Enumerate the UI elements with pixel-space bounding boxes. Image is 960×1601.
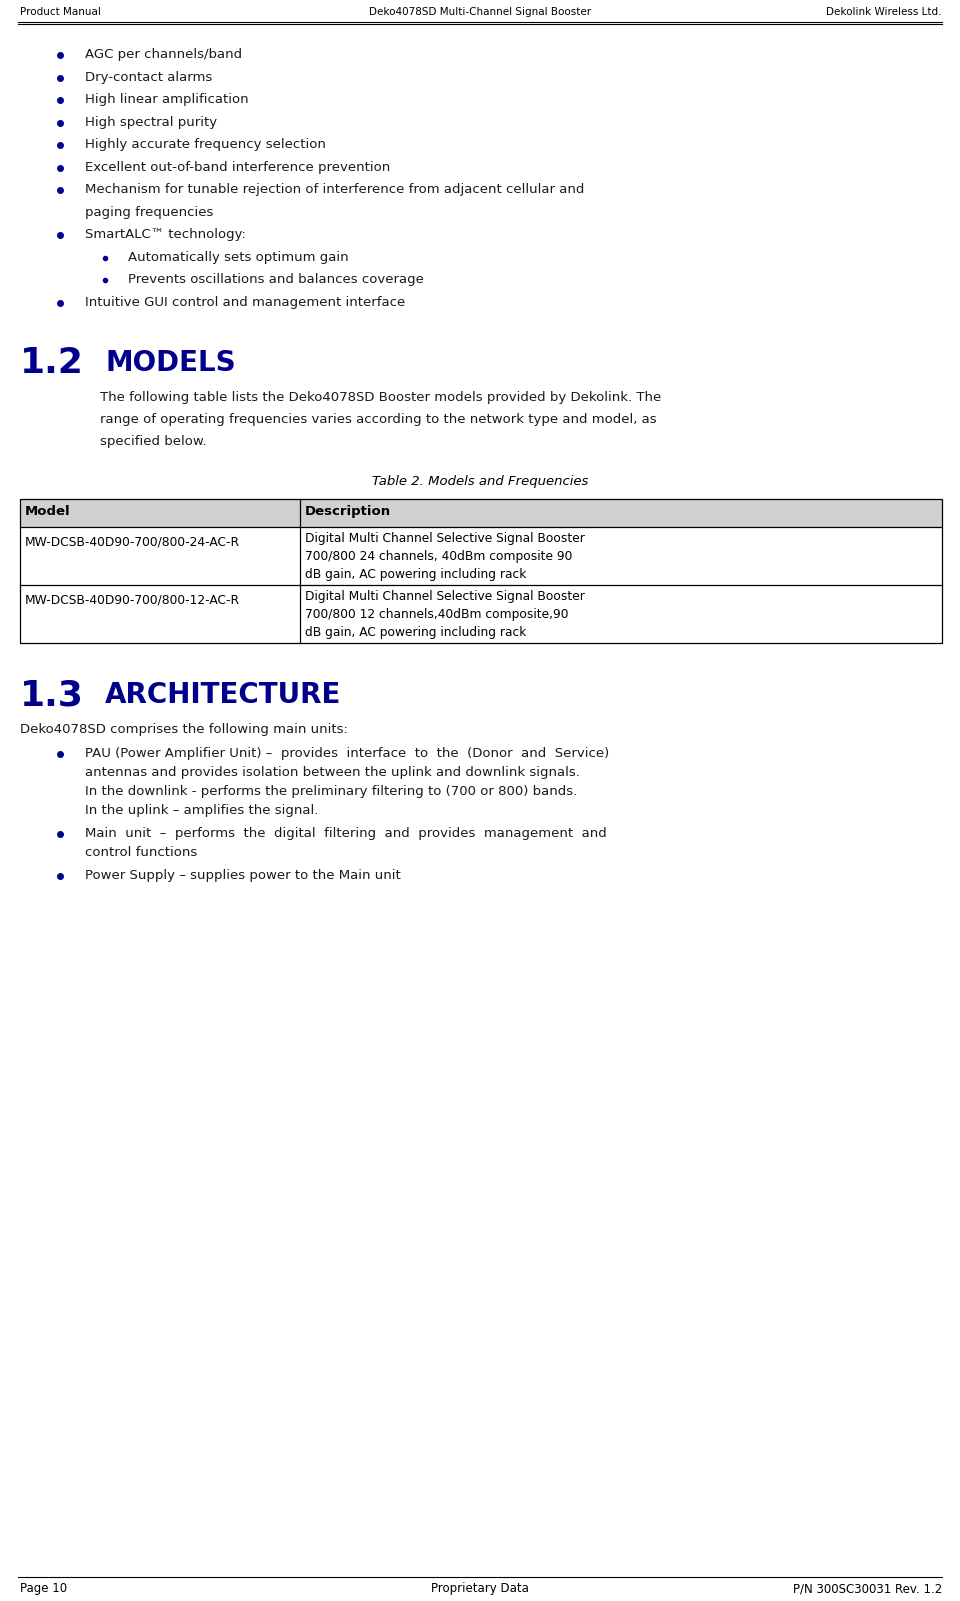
Text: Deko4078SD Multi-Channel Signal Booster: Deko4078SD Multi-Channel Signal Booster: [369, 6, 591, 18]
Text: ARCHITECTURE: ARCHITECTURE: [105, 680, 342, 709]
Text: Prevents oscillations and balances coverage: Prevents oscillations and balances cover…: [128, 274, 424, 287]
Text: The following table lists the Deko4078SD Booster models provided by Dekolink. Th: The following table lists the Deko4078SD…: [100, 391, 661, 403]
Text: antennas and provides isolation between the uplink and downlink signals.: antennas and provides isolation between …: [85, 765, 580, 780]
Text: MODELS: MODELS: [105, 349, 235, 376]
Text: MW-DCSB-40D90-700/800-24-AC-R: MW-DCSB-40D90-700/800-24-AC-R: [25, 535, 240, 548]
Text: Proprietary Data: Proprietary Data: [431, 1582, 529, 1595]
Text: Automatically sets optimum gain: Automatically sets optimum gain: [128, 250, 348, 264]
Text: Power Supply – supplies power to the Main unit: Power Supply – supplies power to the Mai…: [85, 869, 400, 882]
Text: Digital Multi Channel Selective Signal Booster: Digital Multi Channel Selective Signal B…: [305, 591, 585, 604]
Bar: [20, 500, 942, 527]
Text: dB gain, AC powering including rack: dB gain, AC powering including rack: [305, 626, 526, 639]
Text: Product Manual: Product Manual: [20, 6, 101, 18]
Text: control functions: control functions: [85, 845, 197, 860]
Text: Dekolink Wireless Ltd.: Dekolink Wireless Ltd.: [827, 6, 942, 18]
Text: Table 2. Models and Frequencies: Table 2. Models and Frequencies: [372, 475, 588, 488]
Text: Excellent out-of-band interference prevention: Excellent out-of-band interference preve…: [85, 160, 391, 173]
Text: MW-DCSB-40D90-700/800-12-AC-R: MW-DCSB-40D90-700/800-12-AC-R: [25, 592, 240, 607]
Text: P/N 300SC30031 Rev. 1.2: P/N 300SC30031 Rev. 1.2: [793, 1582, 942, 1595]
Text: dB gain, AC powering including rack: dB gain, AC powering including rack: [305, 568, 526, 581]
Bar: [20, 500, 942, 644]
Text: In the downlink - performs the preliminary filtering to (700 or 800) bands.: In the downlink - performs the prelimina…: [85, 784, 577, 797]
Text: 700/800 12 channels,40dBm composite,90: 700/800 12 channels,40dBm composite,90: [305, 608, 568, 621]
Text: 700/800 24 channels, 40dBm composite 90: 700/800 24 channels, 40dBm composite 90: [305, 551, 572, 564]
Text: Model: Model: [25, 504, 71, 519]
Text: AGC per channels/band: AGC per channels/band: [85, 48, 242, 61]
Text: PAU (Power Amplifier Unit) –  provides  interface  to  the  (Donor  and  Service: PAU (Power Amplifier Unit) – provides in…: [85, 748, 610, 760]
Text: Description: Description: [305, 504, 391, 519]
Text: High spectral purity: High spectral purity: [85, 115, 217, 128]
Text: SmartALC™ technology:: SmartALC™ technology:: [85, 227, 246, 242]
Text: In the uplink – amplifies the signal.: In the uplink – amplifies the signal.: [85, 804, 319, 817]
Text: range of operating frequencies varies according to the network type and model, a: range of operating frequencies varies ac…: [100, 413, 657, 426]
Text: 1.2: 1.2: [20, 346, 84, 379]
Text: High linear amplification: High linear amplification: [85, 93, 249, 106]
Text: Main  unit  –  performs  the  digital  filtering  and  provides  management  and: Main unit – performs the digital filteri…: [85, 828, 607, 841]
Text: Mechanism for tunable rejection of interference from adjacent cellular and: Mechanism for tunable rejection of inter…: [85, 183, 585, 195]
Text: specified below.: specified below.: [100, 435, 206, 448]
Text: Page 10: Page 10: [20, 1582, 67, 1595]
Text: Digital Multi Channel Selective Signal Booster: Digital Multi Channel Selective Signal B…: [305, 532, 585, 544]
Text: Highly accurate frequency selection: Highly accurate frequency selection: [85, 138, 325, 150]
Text: Intuitive GUI control and management interface: Intuitive GUI control and management int…: [85, 296, 405, 309]
Text: paging frequencies: paging frequencies: [85, 205, 213, 218]
Text: 1.3: 1.3: [20, 677, 84, 712]
Text: Deko4078SD comprises the following main units:: Deko4078SD comprises the following main …: [20, 724, 348, 736]
Text: Dry-contact alarms: Dry-contact alarms: [85, 70, 212, 83]
